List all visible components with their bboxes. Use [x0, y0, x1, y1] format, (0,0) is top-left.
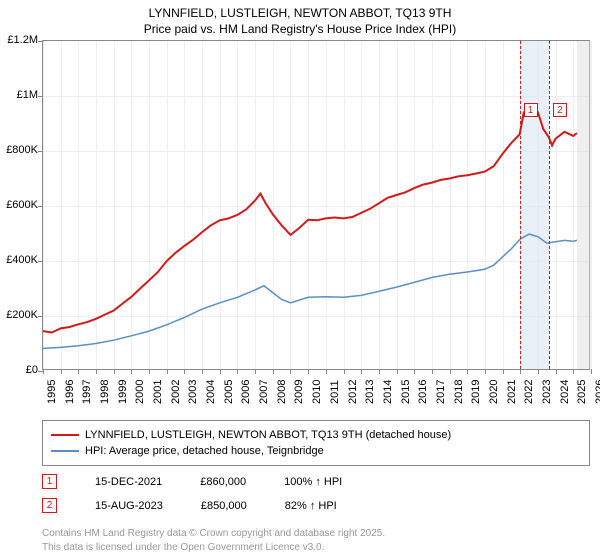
marker-detail-row-1: 1 15-DEC-2021 £860,000 100% ↑ HPI	[42, 474, 342, 489]
y-axis-label: £800K	[2, 144, 38, 156]
series-line	[43, 234, 577, 348]
x-axis-label: 2012	[347, 380, 359, 404]
y-axis-label: £0	[2, 364, 38, 376]
marker-badge-1: 1	[42, 474, 57, 489]
x-axis-label: 2024	[559, 380, 571, 404]
x-axis-label: 2025	[576, 380, 588, 404]
x-axis-label: 2000	[134, 380, 146, 404]
x-axis-label: 2013	[364, 380, 376, 404]
chart-plot-area: 12	[42, 40, 590, 370]
x-axis-label: 2015	[400, 380, 412, 404]
chart-lines	[43, 41, 591, 371]
x-axis-label: 2004	[205, 380, 217, 404]
series-line	[43, 107, 577, 333]
legend-swatch-1	[51, 434, 79, 436]
x-axis-label: 1998	[99, 380, 111, 404]
x-axis-label: 2018	[453, 380, 465, 404]
y-axis-label: £1M	[2, 89, 38, 101]
attribution-line-2: This data is licensed under the Open Gov…	[42, 542, 324, 553]
x-axis-label: 2010	[311, 380, 323, 404]
x-axis-label: 2022	[523, 380, 535, 404]
x-axis-label: 2009	[293, 380, 305, 404]
marker-vline	[549, 41, 550, 369]
x-axis-label: 1997	[81, 380, 93, 404]
marker-date-2: 15-AUG-2023	[95, 500, 163, 512]
marker-pct-2: 82% ↑ HPI	[285, 500, 337, 512]
x-axis-label: 2005	[223, 380, 235, 404]
legend-row-1: LYNNFIELD, LUSTLEIGH, NEWTON ABBOT, TQ13…	[51, 427, 581, 443]
legend-swatch-2	[51, 450, 79, 452]
x-axis-label: 1995	[46, 380, 58, 404]
legend-row-2: HPI: Average price, detached house, Teig…	[51, 443, 581, 459]
chart-title-line2: Price paid vs. HM Land Registry's House …	[0, 20, 600, 36]
marker-price-2: £850,000	[201, 500, 247, 512]
marker-badge-2: 2	[42, 498, 57, 513]
y-axis-label: £600K	[2, 199, 38, 211]
x-axis-label: 2016	[417, 380, 429, 404]
marker-vline	[520, 41, 521, 369]
x-axis-label: 2008	[276, 380, 288, 404]
attribution-line-1: Contains HM Land Registry data © Crown c…	[42, 528, 385, 539]
x-axis-label: 2021	[506, 380, 518, 404]
marker-onchart-badge: 2	[553, 103, 567, 117]
x-axis-label: 2014	[382, 380, 394, 404]
x-axis-label: 1999	[117, 380, 129, 404]
x-axis-label: 2006	[240, 380, 252, 404]
legend-label-2: HPI: Average price, detached house, Teig…	[85, 445, 324, 457]
x-axis-label: 2019	[470, 380, 482, 404]
x-axis-label: 2023	[541, 380, 553, 404]
chart-title-line1: LYNNFIELD, LUSTLEIGH, NEWTON ABBOT, TQ13…	[0, 0, 600, 20]
x-axis-label: 2026	[594, 380, 600, 404]
y-axis-label: £400K	[2, 254, 38, 266]
legend: LYNNFIELD, LUSTLEIGH, NEWTON ABBOT, TQ13…	[42, 420, 590, 466]
marker-date-1: 15-DEC-2021	[95, 476, 162, 488]
marker-pct-1: 100% ↑ HPI	[284, 476, 342, 488]
x-axis-label: 2011	[329, 380, 341, 404]
y-axis-label: £200K	[2, 309, 38, 321]
x-axis-label: 2020	[488, 380, 500, 404]
x-axis-label: 2003	[187, 380, 199, 404]
x-axis-label: 2001	[152, 380, 164, 404]
x-axis-label: 2002	[170, 380, 182, 404]
marker-price-1: £860,000	[200, 476, 246, 488]
marker-onchart-badge: 1	[524, 103, 538, 117]
y-axis-label: £1.2M	[2, 34, 38, 46]
legend-label-1: LYNNFIELD, LUSTLEIGH, NEWTON ABBOT, TQ13…	[85, 429, 451, 441]
x-axis-label: 1996	[64, 380, 76, 404]
x-axis-label: 2007	[258, 380, 270, 404]
marker-detail-row-2: 2 15-AUG-2023 £850,000 82% ↑ HPI	[42, 498, 337, 513]
x-axis-label: 2017	[435, 380, 447, 404]
